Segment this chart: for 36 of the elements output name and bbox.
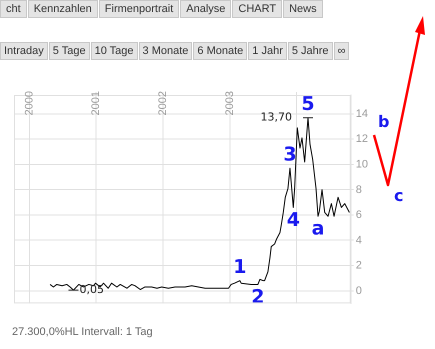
text: 10 Tage — [90, 42, 138, 60]
annotation: a — [312, 218, 324, 240]
y-tick-label: 12 — [356, 133, 368, 146]
annotation: 0,05 — [79, 283, 104, 296]
y-tick-label: 10 — [356, 158, 368, 170]
y-tick-label: 8 — [356, 184, 362, 196]
y-tick-label: 2 — [356, 260, 362, 272]
text: b — [378, 112, 390, 131]
text: Kennzahlen — [28, 0, 98, 18]
annotation: 3 — [283, 144, 297, 166]
x-tick-label: 2002 — [157, 91, 170, 116]
text: 5 Jahre — [288, 42, 333, 60]
annotation: 13,70 — [260, 110, 292, 124]
text: c — [394, 186, 404, 205]
annotation: 5 — [301, 93, 315, 116]
annotation: 4 — [286, 208, 300, 231]
text: cht — [0, 0, 27, 18]
text: CHART — [232, 0, 282, 18]
text: 6 Monate — [193, 42, 248, 60]
x-tick-label: 2001 — [90, 91, 102, 116]
x-tick-label: 2003 — [224, 91, 236, 116]
text: Firmenportrait — [98, 0, 180, 18]
text: 5 Tage — [48, 42, 90, 60]
text: News — [283, 0, 323, 18]
text: Intraday — [0, 42, 48, 60]
y-tick-label: 0 — [356, 284, 362, 297]
y-tick-label: 14 — [356, 108, 368, 120]
text: 1 Jahr — [248, 42, 287, 60]
text: 3 Monate — [138, 42, 192, 60]
y-tick-label: 6 — [356, 209, 362, 222]
text: ∞ — [334, 42, 350, 60]
text: 27.300,0%HL Intervall: 1 Tag — [12, 326, 153, 338]
y-tick-label: 4 — [356, 234, 362, 246]
annotation: 1 — [233, 256, 246, 278]
text: Analyse — [180, 0, 232, 18]
x-tick-label: 2000 — [23, 91, 36, 116]
